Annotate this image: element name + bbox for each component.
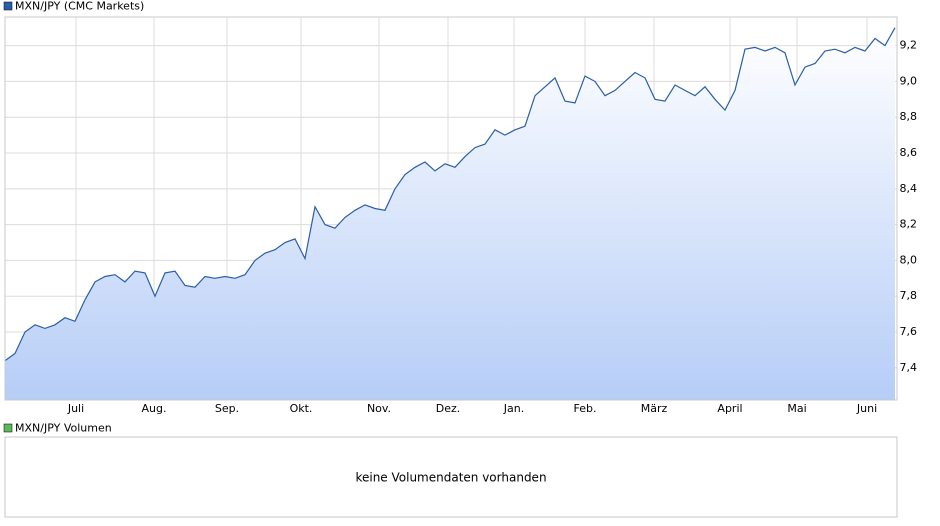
x-tick-label: Mai (787, 402, 806, 415)
x-tick-label: Nov. (367, 402, 391, 415)
line (4, 27, 896, 362)
x-tick-label: Aug. (142, 402, 167, 415)
x-tick-label: Dez. (436, 402, 461, 415)
y-tick-label: 8,2 (900, 218, 918, 231)
x-tick-label: Sep. (215, 402, 239, 415)
legend-swatch (3, 423, 13, 433)
y-tick-label: 7,8 (900, 289, 918, 302)
x-tick-label: Juni (856, 402, 877, 415)
y-tick-label: 7,6 (900, 325, 918, 338)
x-tick-label: Jan. (503, 402, 524, 415)
no-data-message: keine Volumendaten vorhanden (355, 471, 546, 485)
y-tick-label: 8,8 (900, 110, 918, 123)
x-tick-label: Juli (67, 402, 84, 415)
area (5, 27, 895, 400)
x-tick-label: Okt. (290, 402, 313, 415)
legend-swatch (3, 1, 13, 11)
y-tick-label: 8,4 (900, 182, 918, 195)
legend-label: MXN/JPY Volumen (15, 422, 112, 435)
volume-frame (4, 436, 898, 518)
y-tick-label: 9,2 (900, 39, 918, 52)
legend-label: MXN/JPY (CMC Markets) (15, 0, 144, 13)
plot-frame (4, 16, 898, 401)
x-tick-label: März (641, 402, 668, 415)
y-tick-label: 7,4 (900, 361, 918, 374)
y-tick-label: 8,6 (900, 146, 918, 159)
x-tick-label: Feb. (574, 402, 597, 415)
x-tick-label: April (717, 402, 742, 415)
y-tick-label: 8,0 (900, 253, 918, 266)
y-tick-label: 9,0 (900, 74, 918, 87)
